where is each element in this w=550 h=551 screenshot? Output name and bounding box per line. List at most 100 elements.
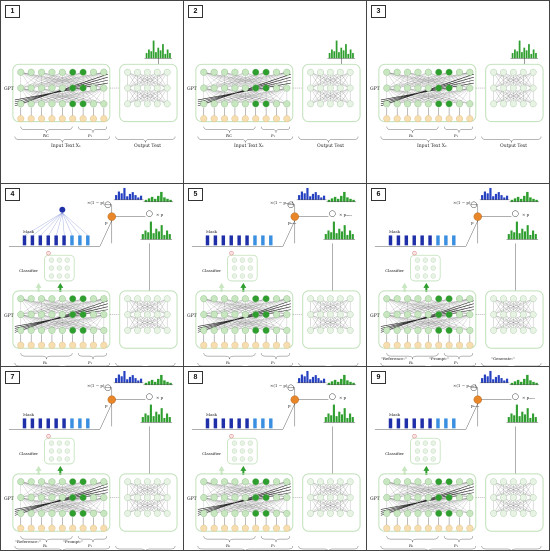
gpt-node bbox=[466, 295, 474, 303]
connection-line bbox=[20, 481, 104, 498]
attention-fan-line bbox=[32, 212, 63, 236]
classifier-label: Classifier bbox=[385, 268, 405, 273]
output-connection bbox=[147, 298, 168, 315]
gpt-node bbox=[231, 100, 239, 108]
connection-line bbox=[62, 497, 104, 514]
histogram-bar bbox=[166, 198, 169, 202]
gpt-node bbox=[445, 68, 453, 76]
histogram-bar bbox=[532, 413, 535, 423]
histogram-bar bbox=[160, 191, 163, 202]
gpt-node bbox=[58, 478, 66, 486]
output-connection bbox=[330, 314, 351, 331]
input-token bbox=[79, 115, 87, 123]
mask-token-bar bbox=[62, 418, 66, 429]
connection-line bbox=[266, 314, 287, 331]
output-connection bbox=[310, 298, 351, 315]
classifier-node bbox=[231, 456, 237, 462]
connection-line bbox=[203, 72, 225, 89]
connection-line bbox=[245, 72, 277, 89]
input-token bbox=[393, 115, 401, 123]
output-connection bbox=[310, 497, 331, 514]
connection-line bbox=[266, 72, 287, 89]
histogram-bar bbox=[530, 53, 533, 59]
connection-line bbox=[20, 298, 73, 315]
histogram-bar bbox=[505, 195, 509, 200]
output-connection bbox=[127, 481, 158, 498]
gpt-node bbox=[283, 68, 291, 76]
classifier-output-node bbox=[290, 395, 299, 404]
mask-token-bar bbox=[205, 235, 210, 246]
gpt-node bbox=[445, 100, 453, 108]
classifier-node bbox=[48, 440, 54, 446]
histogram-bar bbox=[324, 417, 327, 423]
gpt-node bbox=[466, 478, 474, 486]
gpt-node bbox=[404, 494, 412, 502]
mask-token-bar bbox=[86, 418, 90, 429]
output-connection bbox=[493, 72, 534, 89]
gpt-node bbox=[38, 295, 46, 303]
connection-line bbox=[386, 72, 408, 89]
connection-line bbox=[83, 497, 104, 514]
gpt-node bbox=[383, 326, 391, 334]
connection-line bbox=[203, 481, 225, 498]
gpt-node bbox=[424, 509, 432, 517]
output-node bbox=[134, 510, 141, 517]
histogram-bar bbox=[309, 196, 312, 200]
histogram-bar bbox=[128, 376, 132, 383]
gpt-node bbox=[414, 311, 422, 319]
output-node bbox=[490, 100, 497, 108]
input-token bbox=[210, 115, 218, 123]
histogram-bar bbox=[343, 225, 346, 240]
mask-token-bar bbox=[253, 418, 257, 429]
histogram-bar bbox=[322, 378, 326, 383]
output-connection bbox=[503, 497, 534, 514]
gpt-node bbox=[79, 84, 87, 92]
histogram-bar bbox=[523, 414, 527, 423]
connection-line bbox=[386, 298, 418, 315]
gpt-network bbox=[12, 473, 178, 550]
input-token bbox=[383, 341, 391, 349]
gpt-node bbox=[200, 295, 208, 303]
histogram-bar bbox=[157, 378, 160, 385]
classifier-output-node bbox=[107, 212, 116, 221]
brace-segment-b bbox=[77, 126, 108, 133]
connection-line bbox=[386, 314, 470, 331]
gpt-node bbox=[200, 68, 208, 76]
output-node bbox=[336, 68, 344, 76]
mixed-distribution-histogram bbox=[509, 374, 540, 386]
output-node bbox=[336, 510, 344, 517]
input-token bbox=[27, 341, 35, 349]
up-arrow-icon bbox=[423, 465, 430, 475]
brace-segment-a bbox=[203, 126, 256, 133]
output-connection bbox=[310, 72, 331, 89]
brace-segment-b bbox=[77, 353, 108, 360]
output-node bbox=[327, 84, 334, 92]
mask-token-bar bbox=[205, 418, 210, 429]
output-connection bbox=[127, 481, 148, 498]
output-node bbox=[134, 311, 141, 318]
output-node bbox=[307, 100, 314, 108]
output-frame bbox=[119, 290, 178, 349]
brace-segment-b bbox=[443, 536, 474, 543]
mask-token-bar bbox=[62, 235, 66, 246]
gpt-node bbox=[424, 100, 432, 108]
gpt-node bbox=[466, 311, 474, 319]
gpt-node bbox=[200, 311, 208, 319]
output-node bbox=[317, 510, 324, 517]
output-node bbox=[519, 311, 527, 318]
connection-line bbox=[83, 72, 104, 89]
mix-right-label: × p bbox=[156, 395, 164, 400]
output-connection bbox=[127, 72, 158, 89]
histogram-bar bbox=[481, 195, 484, 200]
gpt-label: GPT bbox=[370, 87, 380, 92]
mix-right-label: × p bbox=[156, 212, 164, 217]
output-connection bbox=[493, 497, 514, 514]
gpt-node bbox=[90, 311, 97, 319]
output-connection bbox=[137, 72, 168, 89]
histogram-bar bbox=[529, 417, 532, 423]
histogram-bar bbox=[507, 417, 510, 423]
classifier-frame bbox=[410, 254, 441, 282]
output-connection bbox=[493, 298, 524, 315]
output-node bbox=[346, 510, 354, 517]
